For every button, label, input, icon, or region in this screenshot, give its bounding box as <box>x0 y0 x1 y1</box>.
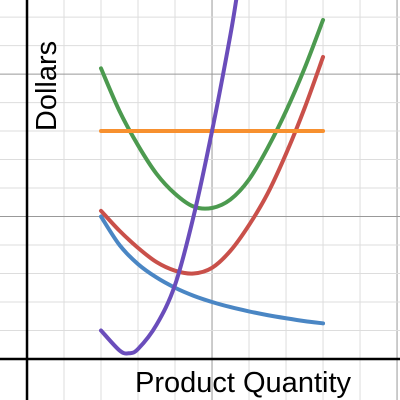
curve <box>99 17 326 211</box>
x-axis-label: Product Quantity <box>135 367 351 399</box>
curve <box>99 54 326 276</box>
curves <box>99 0 326 356</box>
y-axis-label: Dollars <box>31 41 63 131</box>
curve <box>99 0 239 356</box>
curve <box>99 214 326 326</box>
